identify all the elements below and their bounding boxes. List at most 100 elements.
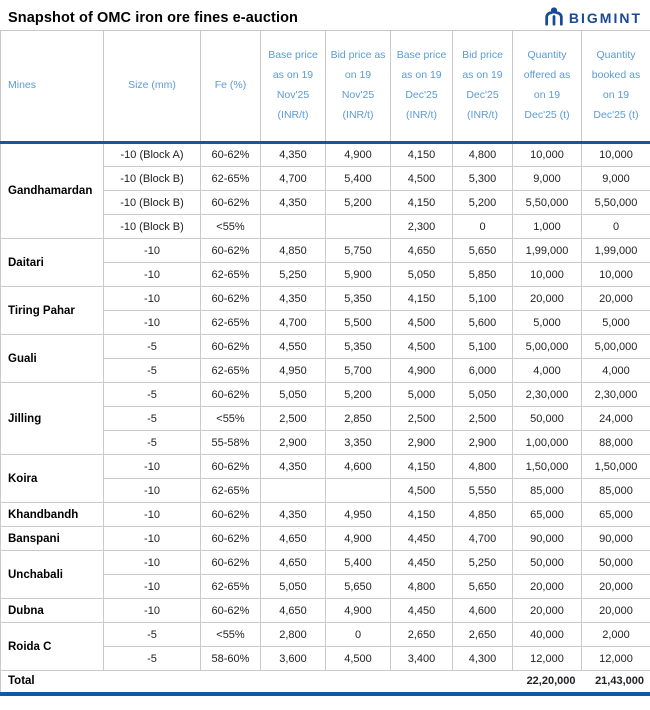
fe-cell: 58-60% xyxy=(200,646,261,671)
bid-price-nov-cell: 5,200 xyxy=(325,382,391,407)
size-cell: -10 (Block B) xyxy=(103,190,201,215)
table-row: Unchabali -10 60-62% 4,650 5,400 4,450 5,250 50… xyxy=(0,550,650,599)
bid-price-nov-cell: 4,900 xyxy=(325,526,391,551)
fe-cell: 60-62% xyxy=(200,454,261,479)
size-cell: -10 (Block B) xyxy=(103,166,201,191)
base-price-dec-cell: 4,150 xyxy=(390,286,453,311)
bid-price-nov-cell: 3,350 xyxy=(325,430,391,455)
total-qty-offered-cell: 22,20,000 xyxy=(512,670,582,696)
table-row: Daitari -10 60-62% 4,850 5,750 4,650 5,650 1,99… xyxy=(0,238,650,287)
qty-offered-cell: 5,00,000 xyxy=(512,334,582,359)
qty-booked-cell: 1,99,000 xyxy=(581,238,650,263)
qty-offered-cell: 12,000 xyxy=(512,646,582,671)
qty-offered-cell: 50,000 xyxy=(512,550,582,575)
column-header-base-price-dec: Base price as on 19 Dec'25 (INR/t) xyxy=(390,30,453,143)
bid-price-nov-cell xyxy=(325,478,391,503)
size-cell: -10 xyxy=(103,598,201,623)
size-cell: -10 xyxy=(103,526,201,551)
bid-price-dec-cell: 6,000 xyxy=(452,358,513,383)
base-price-dec-cell: 2,300 xyxy=(390,214,453,239)
base-price-nov-cell: 4,850 xyxy=(260,238,326,263)
total-qty-booked-cell: 21,43,000 xyxy=(581,670,650,696)
table-row: -5 55-58% 2,900 3,350 2,900 2,900 1,00,000 88,0… xyxy=(1,430,650,455)
table-row: Dubna -10 60-62% 4,650 4,900 4,450 4,600 20,000… xyxy=(0,598,650,623)
base-price-nov-cell: 4,350 xyxy=(260,190,326,215)
fe-cell: 62-65% xyxy=(200,262,261,287)
mine-name-cell: Khandbandh xyxy=(0,502,104,527)
bid-price-dec-cell: 2,500 xyxy=(452,406,513,431)
base-price-dec-cell: 5,000 xyxy=(390,382,453,407)
base-price-nov-cell: 5,050 xyxy=(260,382,326,407)
base-price-nov-cell: 4,700 xyxy=(260,310,326,335)
qty-offered-cell: 1,00,000 xyxy=(512,430,582,455)
fe-cell: 60-62% xyxy=(200,190,261,215)
bid-price-dec-cell: 4,700 xyxy=(452,526,513,551)
size-cell: -10 xyxy=(103,574,201,599)
table-row: Banspani -10 60-62% 4,650 4,900 4,450 4,700 90,… xyxy=(0,526,650,551)
total-label-cell: Total xyxy=(0,670,104,696)
column-header-mines: Mines xyxy=(0,30,104,143)
bid-price-nov-cell: 5,400 xyxy=(325,166,391,191)
qty-booked-cell: 90,000 xyxy=(581,526,650,551)
qty-booked-cell: 5,000 xyxy=(581,310,650,335)
bid-price-dec-cell: 5,600 xyxy=(452,310,513,335)
mine-name-cell: Roida C xyxy=(0,622,104,671)
size-cell: -10 xyxy=(103,478,201,503)
qty-offered-cell: 1,000 xyxy=(512,214,582,239)
bid-price-nov-cell: 0 xyxy=(325,622,391,647)
size-cell: -10 xyxy=(103,502,201,527)
size-cell: -10 xyxy=(103,310,201,335)
qty-offered-cell: 20,000 xyxy=(512,286,582,311)
table-row: -10 62-65% 4,700 5,500 4,500 5,600 5,000 5,000 xyxy=(1,310,650,335)
bigmint-logo-icon xyxy=(543,5,565,32)
fe-cell: 60-62% xyxy=(200,334,261,359)
qty-offered-cell: 20,000 xyxy=(512,574,582,599)
header-row: Mines Size (mm) Fe (%) Base price as on … xyxy=(0,30,650,143)
table-body: Gandhamardan -10 (Block A) 60-62% 4,350 4,90… xyxy=(0,141,650,696)
table-row: Khandbandh -10 60-62% 4,350 4,950 4,150 4,850 6… xyxy=(0,502,650,527)
qty-offered-cell: 1,50,000 xyxy=(512,454,582,479)
fe-cell: <55% xyxy=(200,214,261,239)
fe-cell: 60-62% xyxy=(200,382,261,407)
size-cell: -10 xyxy=(103,262,201,287)
base-price-dec-cell: 5,050 xyxy=(390,262,453,287)
mine-name-cell: Banspani xyxy=(0,526,104,551)
base-price-nov-cell: 4,350 xyxy=(260,286,326,311)
base-price-dec-cell: 4,150 xyxy=(390,190,453,215)
qty-offered-cell: 5,000 xyxy=(512,310,582,335)
fe-cell: 60-62% xyxy=(200,526,261,551)
qty-booked-cell: 50,000 xyxy=(581,550,650,575)
table-row: Roida C -5 <55% 2,800 0 2,650 2,650 40,000 2,000 xyxy=(0,622,650,671)
auction-table: Mines Size (mm) Fe (%) Base price as on … xyxy=(0,30,650,696)
base-price-dec-cell: 4,800 xyxy=(390,574,453,599)
base-price-nov-cell: 3,600 xyxy=(260,646,326,671)
bid-price-nov-cell: 4,600 xyxy=(325,454,391,479)
mine-name-cell: Tiring Pahar xyxy=(0,286,104,335)
size-cell: -5 xyxy=(103,622,201,647)
base-price-nov-cell: 5,050 xyxy=(260,574,326,599)
table-row: -10 (Block B) <55% 2,300 0 1,000 0 xyxy=(1,214,650,239)
qty-offered-cell: 4,000 xyxy=(512,358,582,383)
qty-offered-cell: 65,000 xyxy=(512,502,582,527)
qty-offered-cell: 9,000 xyxy=(512,166,582,191)
base-price-nov-cell: 4,650 xyxy=(260,598,326,623)
bid-price-dec-cell: 5,650 xyxy=(452,238,513,263)
table-row: Tiring Pahar -10 60-62% 4,350 5,350 4,150 5,10… xyxy=(0,286,650,335)
bid-price-dec-cell: 5,100 xyxy=(452,334,513,359)
table-row: -5 62-65% 4,950 5,700 4,900 6,000 4,000 4,000 xyxy=(1,358,650,383)
base-price-nov-cell xyxy=(260,478,326,503)
table-row: -10 (Block B) 60-62% 4,350 5,200 4,150 5,200 5… xyxy=(1,190,650,215)
qty-offered-cell: 5,50,000 xyxy=(512,190,582,215)
base-price-nov-cell: 5,250 xyxy=(260,262,326,287)
size-cell: -10 xyxy=(103,238,201,263)
bid-price-nov-cell: 5,750 xyxy=(325,238,391,263)
fe-cell: 60-62% xyxy=(200,141,261,167)
qty-offered-cell: 90,000 xyxy=(512,526,582,551)
bid-price-nov-cell: 5,700 xyxy=(325,358,391,383)
qty-booked-cell: 4,000 xyxy=(581,358,650,383)
qty-booked-cell: 5,50,000 xyxy=(581,190,650,215)
size-cell: -10 (Block A) xyxy=(103,141,201,167)
qty-offered-cell: 20,000 xyxy=(512,598,582,623)
bid-price-nov-cell: 4,500 xyxy=(325,646,391,671)
